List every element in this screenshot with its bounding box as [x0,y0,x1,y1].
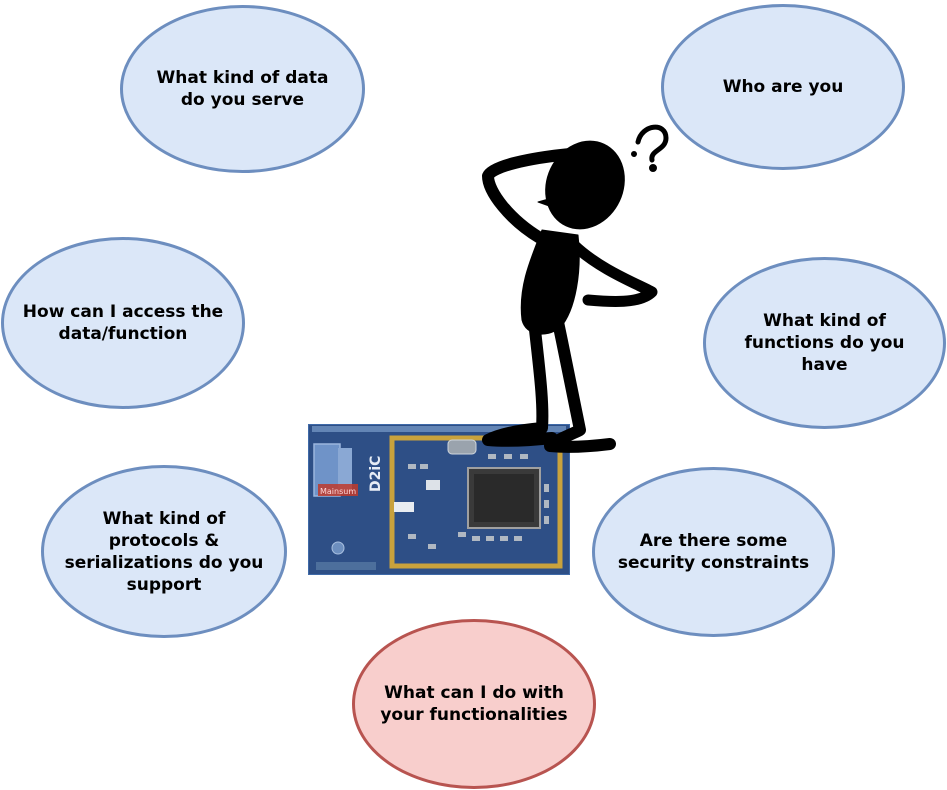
bubble-access-label: How can I access the data/function [22,302,224,344]
figure-leg-left [482,314,558,447]
bubble-security-label: Are there some security constraints [617,531,810,573]
question-mark-icon [635,124,669,163]
bubble-usage: What can I do with your functionalities [352,619,596,789]
bubble-data-kind: What kind of data do you serve [120,5,365,173]
figure-arm-raised [482,148,576,244]
bubble-access: How can I access the data/function [1,237,245,409]
board-brand-text: Mainsum [320,487,356,496]
question-mark-dot-icon [649,164,657,172]
sensor-board-image: Mainsum D2iC [308,424,570,575]
board-chip-id-text: D2iC [368,456,384,492]
bubble-protocols: What kind of protocols & serializations … [41,465,287,638]
bubble-protocols-label: What kind of protocols & serializations … [64,508,264,595]
bubble-security: Are there some security constraints [592,467,835,637]
bubble-usage-label: What can I do with your functionalities [380,683,568,725]
thinking-figure [482,124,669,453]
bubble-who-are-you-label: Who are you [722,77,844,97]
bubble-data-kind-label: What kind of data do you serve [156,68,329,110]
bubble-functions-label: What kind of functions do you have [744,311,905,375]
board-components [394,454,549,549]
board-gold-frame [389,435,563,569]
bubble-functions: What kind of functions do you have [703,257,946,429]
bubble-who-are-you: Who are you [661,4,905,170]
board-crystal [447,439,477,455]
figure-head [545,140,625,230]
figure-arm-hip [568,239,658,307]
figure-leg-right [544,316,616,453]
